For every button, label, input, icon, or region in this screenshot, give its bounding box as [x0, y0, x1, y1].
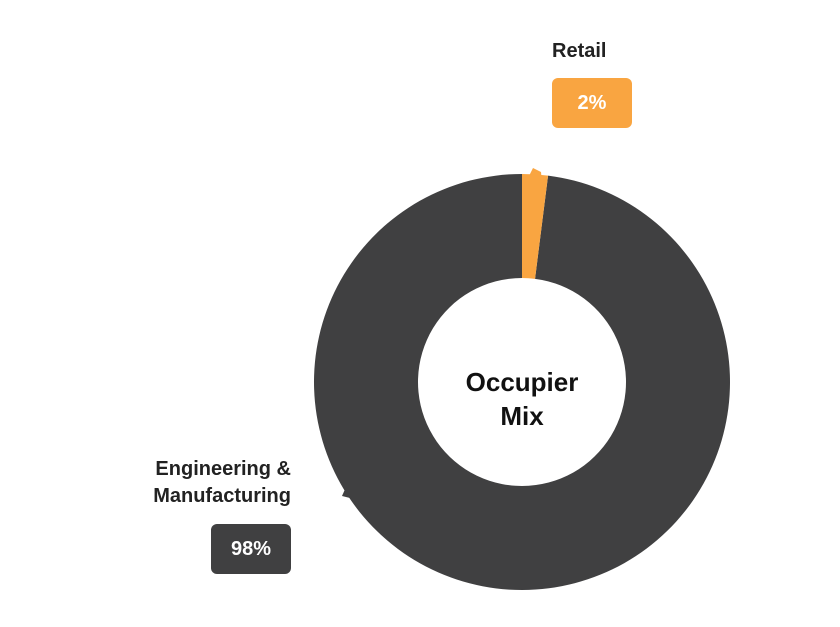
category-label: Engineering & Manufacturing [153, 458, 291, 507]
category-label: Retail [552, 40, 607, 62]
center-label: Mix [500, 401, 544, 431]
value-label: 2% [552, 78, 632, 128]
value-label: 98% [211, 524, 291, 574]
center-label: Occupier [466, 367, 579, 397]
donut-slice [314, 174, 731, 590]
donut-slice [522, 174, 549, 279]
